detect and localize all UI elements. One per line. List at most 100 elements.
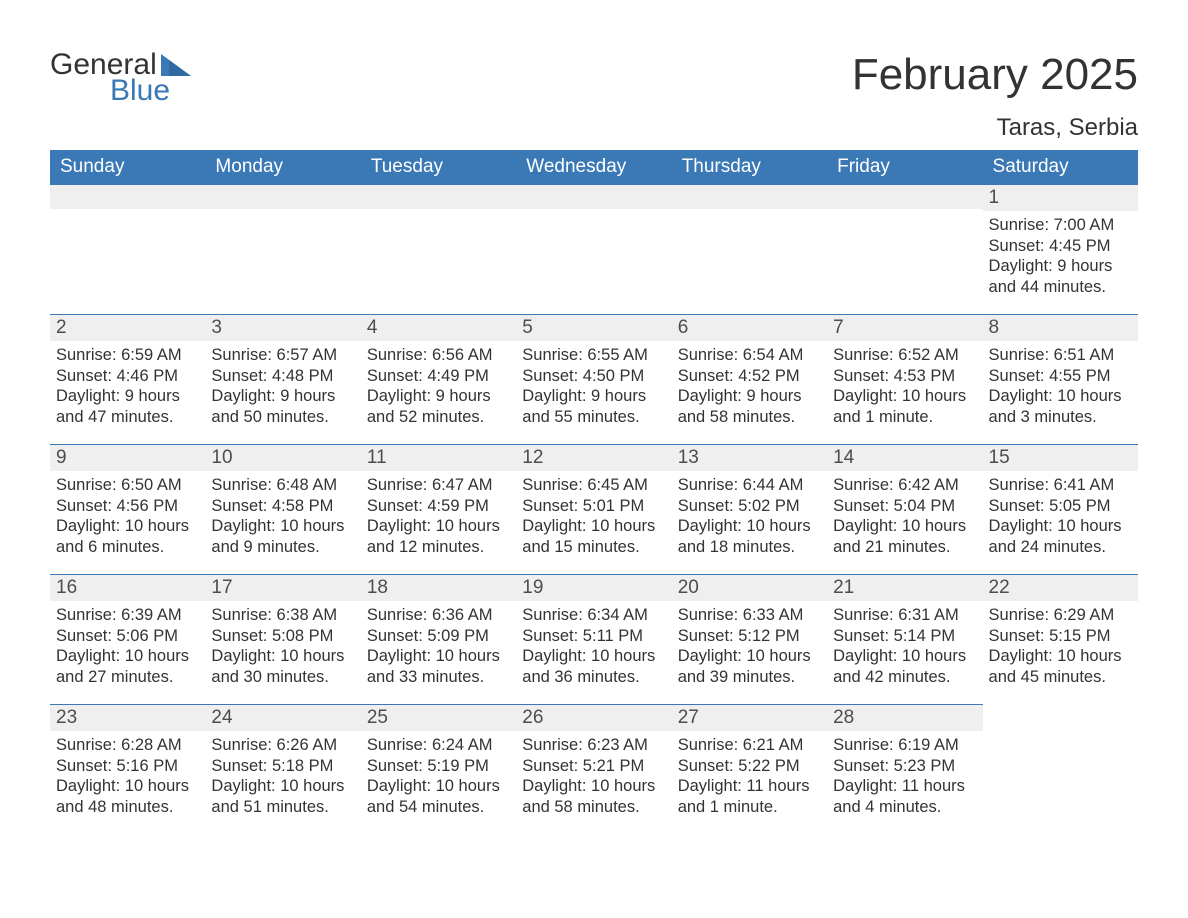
- day-cell: 12Sunrise: 6:45 AMSunset: 5:01 PMDayligh…: [516, 444, 671, 574]
- day-details: Sunrise: 6:59 AMSunset: 4:46 PMDaylight:…: [50, 341, 205, 434]
- daylight-line: Daylight: 10 hours and 48 minutes.: [56, 776, 199, 817]
- daylight-line: Daylight: 10 hours and 42 minutes.: [833, 646, 976, 687]
- sunrise-line: Sunrise: 6:38 AM: [211, 605, 354, 626]
- sunrise-line: Sunrise: 6:44 AM: [678, 475, 821, 496]
- day-details: Sunrise: 6:39 AMSunset: 5:06 PMDaylight:…: [50, 601, 205, 694]
- daylight-line: Daylight: 11 hours and 1 minute.: [678, 776, 821, 817]
- day-cell: 6Sunrise: 6:54 AMSunset: 4:52 PMDaylight…: [672, 314, 827, 444]
- sunset-line: Sunset: 4:46 PM: [56, 366, 199, 387]
- daylight-line: Daylight: 9 hours and 58 minutes.: [678, 386, 821, 427]
- daylight-line: Daylight: 10 hours and 27 minutes.: [56, 646, 199, 687]
- empty-day-bar: [827, 184, 982, 209]
- sunrise-line: Sunrise: 6:59 AM: [56, 345, 199, 366]
- day-cell: 23Sunrise: 6:28 AMSunset: 5:16 PMDayligh…: [50, 704, 205, 834]
- empty-cell: [205, 184, 360, 314]
- day-cell: 5Sunrise: 6:55 AMSunset: 4:50 PMDaylight…: [516, 314, 671, 444]
- sunset-line: Sunset: 5:18 PM: [211, 756, 354, 777]
- day-cell: 27Sunrise: 6:21 AMSunset: 5:22 PMDayligh…: [672, 704, 827, 834]
- day-details: Sunrise: 6:50 AMSunset: 4:56 PMDaylight:…: [50, 471, 205, 564]
- sunset-line: Sunset: 5:02 PM: [678, 496, 821, 517]
- weekday-header: Tuesday: [361, 150, 516, 184]
- day-cell: 21Sunrise: 6:31 AMSunset: 5:14 PMDayligh…: [827, 574, 982, 704]
- sunrise-line: Sunrise: 6:56 AM: [367, 345, 510, 366]
- logo: General Blue: [50, 50, 195, 108]
- day-cell: 7Sunrise: 6:52 AMSunset: 4:53 PMDaylight…: [827, 314, 982, 444]
- daylight-line: Daylight: 10 hours and 54 minutes.: [367, 776, 510, 817]
- sunset-line: Sunset: 5:04 PM: [833, 496, 976, 517]
- sunset-line: Sunset: 4:59 PM: [367, 496, 510, 517]
- day-cell: 10Sunrise: 6:48 AMSunset: 4:58 PMDayligh…: [205, 444, 360, 574]
- calendar-row: 23Sunrise: 6:28 AMSunset: 5:16 PMDayligh…: [50, 704, 1138, 834]
- daylight-line: Daylight: 10 hours and 58 minutes.: [522, 776, 665, 817]
- day-number: 22: [983, 574, 1138, 601]
- day-details: Sunrise: 6:56 AMSunset: 4:49 PMDaylight:…: [361, 341, 516, 434]
- calendar-table: Sunday Monday Tuesday Wednesday Thursday…: [50, 150, 1138, 834]
- day-cell: 19Sunrise: 6:34 AMSunset: 5:11 PMDayligh…: [516, 574, 671, 704]
- sunrise-line: Sunrise: 6:45 AM: [522, 475, 665, 496]
- empty-cell: [827, 184, 982, 314]
- empty-day-bar: [672, 184, 827, 209]
- sunset-line: Sunset: 4:45 PM: [989, 236, 1132, 257]
- sunset-line: Sunset: 5:22 PM: [678, 756, 821, 777]
- calendar-row: 1Sunrise: 7:00 AMSunset: 4:45 PMDaylight…: [50, 184, 1138, 314]
- sunset-line: Sunset: 5:21 PM: [522, 756, 665, 777]
- day-details: Sunrise: 6:45 AMSunset: 5:01 PMDaylight:…: [516, 471, 671, 564]
- empty-cell: [50, 184, 205, 314]
- daylight-line: Daylight: 9 hours and 44 minutes.: [989, 256, 1132, 297]
- sunrise-line: Sunrise: 6:52 AM: [833, 345, 976, 366]
- day-number: 17: [205, 574, 360, 601]
- day-cell: 4Sunrise: 6:56 AMSunset: 4:49 PMDaylight…: [361, 314, 516, 444]
- day-details: Sunrise: 6:24 AMSunset: 5:19 PMDaylight:…: [361, 731, 516, 824]
- daylight-line: Daylight: 9 hours and 50 minutes.: [211, 386, 354, 427]
- sunset-line: Sunset: 4:53 PM: [833, 366, 976, 387]
- calendar-page: General Blue February 2025 Taras, Serbia…: [0, 0, 1188, 874]
- day-cell: 14Sunrise: 6:42 AMSunset: 5:04 PMDayligh…: [827, 444, 982, 574]
- daylight-line: Daylight: 10 hours and 39 minutes.: [678, 646, 821, 687]
- day-cell: 9Sunrise: 6:50 AMSunset: 4:56 PMDaylight…: [50, 444, 205, 574]
- day-number: 26: [516, 704, 671, 731]
- sunrise-line: Sunrise: 6:41 AM: [989, 475, 1132, 496]
- sunrise-line: Sunrise: 6:28 AM: [56, 735, 199, 756]
- day-cell: 13Sunrise: 6:44 AMSunset: 5:02 PMDayligh…: [672, 444, 827, 574]
- sunrise-line: Sunrise: 6:57 AM: [211, 345, 354, 366]
- sunrise-line: Sunrise: 6:47 AM: [367, 475, 510, 496]
- day-cell: 3Sunrise: 6:57 AMSunset: 4:48 PMDaylight…: [205, 314, 360, 444]
- day-number: 8: [983, 314, 1138, 341]
- day-number: 19: [516, 574, 671, 601]
- empty-day-bar: [205, 184, 360, 209]
- daylight-line: Daylight: 10 hours and 6 minutes.: [56, 516, 199, 557]
- day-details: Sunrise: 6:23 AMSunset: 5:21 PMDaylight:…: [516, 731, 671, 824]
- sunset-line: Sunset: 5:08 PM: [211, 626, 354, 647]
- day-details: Sunrise: 6:31 AMSunset: 5:14 PMDaylight:…: [827, 601, 982, 694]
- sunrise-line: Sunrise: 6:55 AM: [522, 345, 665, 366]
- weekday-header: Friday: [827, 150, 982, 184]
- sunrise-line: Sunrise: 6:39 AM: [56, 605, 199, 626]
- daylight-line: Daylight: 11 hours and 4 minutes.: [833, 776, 976, 817]
- day-details: Sunrise: 6:51 AMSunset: 4:55 PMDaylight:…: [983, 341, 1138, 434]
- empty-day-bar: [50, 184, 205, 209]
- day-details: Sunrise: 6:21 AMSunset: 5:22 PMDaylight:…: [672, 731, 827, 824]
- calendar-row: 9Sunrise: 6:50 AMSunset: 4:56 PMDaylight…: [50, 444, 1138, 574]
- calendar-body: 1Sunrise: 7:00 AMSunset: 4:45 PMDaylight…: [50, 184, 1138, 834]
- sunrise-line: Sunrise: 6:48 AM: [211, 475, 354, 496]
- sunset-line: Sunset: 5:09 PM: [367, 626, 510, 647]
- sunset-line: Sunset: 5:19 PM: [367, 756, 510, 777]
- sunset-line: Sunset: 5:15 PM: [989, 626, 1132, 647]
- sunset-line: Sunset: 4:49 PM: [367, 366, 510, 387]
- sunset-line: Sunset: 4:55 PM: [989, 366, 1132, 387]
- day-details: Sunrise: 6:47 AMSunset: 4:59 PMDaylight:…: [361, 471, 516, 564]
- sunrise-line: Sunrise: 6:23 AM: [522, 735, 665, 756]
- sunrise-line: Sunrise: 6:21 AM: [678, 735, 821, 756]
- weekday-header: Wednesday: [516, 150, 671, 184]
- daylight-line: Daylight: 10 hours and 9 minutes.: [211, 516, 354, 557]
- sunrise-line: Sunrise: 6:34 AM: [522, 605, 665, 626]
- daylight-line: Daylight: 10 hours and 24 minutes.: [989, 516, 1132, 557]
- calendar-row: 2Sunrise: 6:59 AMSunset: 4:46 PMDaylight…: [50, 314, 1138, 444]
- day-details: Sunrise: 6:48 AMSunset: 4:58 PMDaylight:…: [205, 471, 360, 564]
- sunrise-line: Sunrise: 6:54 AM: [678, 345, 821, 366]
- logo-word-blue: Blue: [110, 74, 195, 108]
- day-details: Sunrise: 6:55 AMSunset: 4:50 PMDaylight:…: [516, 341, 671, 434]
- location-label: Taras, Serbia: [852, 114, 1138, 142]
- day-details: Sunrise: 6:26 AMSunset: 5:18 PMDaylight:…: [205, 731, 360, 824]
- daylight-line: Daylight: 10 hours and 51 minutes.: [211, 776, 354, 817]
